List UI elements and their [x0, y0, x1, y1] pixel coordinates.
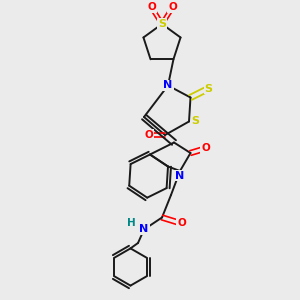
Text: O: O [201, 143, 210, 154]
Text: O: O [168, 2, 177, 13]
Text: N: N [164, 80, 172, 91]
Text: N: N [140, 224, 148, 235]
Text: H: H [127, 218, 136, 229]
Text: S: S [205, 83, 212, 94]
Text: N: N [176, 170, 184, 181]
Text: S: S [192, 116, 200, 127]
Text: O: O [144, 130, 153, 140]
Text: O: O [147, 2, 156, 13]
Text: S: S [158, 19, 166, 29]
Text: O: O [177, 218, 186, 229]
